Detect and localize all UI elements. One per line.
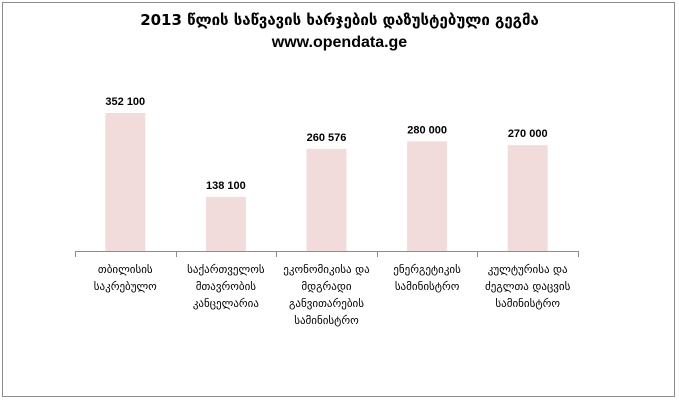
category-label: კულტურისა და ძეგლთა დაცვის სამინისტრო — [485, 263, 571, 310]
data-label: 352 100 — [105, 96, 145, 108]
data-label: 270 000 — [508, 128, 548, 140]
bar — [507, 145, 548, 251]
category-label: საქართველოს მთავრობის კანცელარია — [187, 263, 265, 310]
bar — [407, 141, 448, 251]
bar — [205, 196, 246, 251]
data-label: 138 100 — [206, 180, 246, 192]
data-label: 260 576 — [307, 132, 347, 144]
chart-subtitle: www.opendata.ge — [271, 34, 408, 51]
category-label: ენერგეტიკის სამინისტრო — [393, 263, 461, 293]
chart-title: 2013 წლის საწვავის ხარჯების დაზუსტებული … — [140, 11, 539, 29]
bar — [105, 113, 146, 251]
data-label: 280 000 — [407, 124, 447, 136]
bar — [306, 148, 347, 251]
category-label: თბილისის საკრებულო — [94, 263, 157, 293]
category-label: ეკონომიკისა და მდგრადი განვითარების სამინის… — [283, 263, 370, 327]
